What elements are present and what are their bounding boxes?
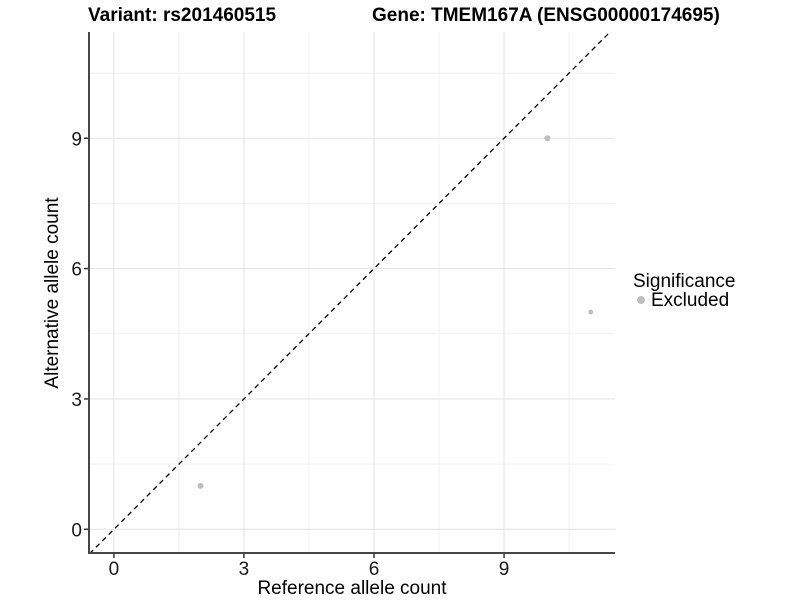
gridlines-major: [89, 32, 615, 553]
y-tick-labels: 0 3 6 9: [71, 129, 82, 541]
legend-title: Significance: [633, 271, 735, 292]
y-tick-label: 0: [71, 520, 82, 541]
plot-title-variant: Variant: rs201460515: [88, 5, 276, 26]
legend-item-label: Excluded: [651, 290, 729, 311]
data-point: [544, 135, 551, 142]
y-tick-label: 3: [71, 390, 82, 411]
x-tick-label: 0: [109, 559, 120, 580]
y-axis-title: Alternative allele count: [42, 197, 63, 389]
y-tick-label: 9: [71, 129, 82, 150]
legend: Significance Excluded: [633, 271, 735, 311]
data-points: [197, 135, 594, 489]
x-tick-label: 9: [499, 559, 510, 580]
x-tick-labels: 0 3 6 9: [109, 559, 510, 580]
x-tick-label: 6: [369, 559, 380, 580]
x-tick-label: 3: [239, 559, 250, 580]
x-axis-title: Reference allele count: [257, 578, 447, 599]
y-tick-label: 6: [71, 260, 82, 281]
data-point: [197, 482, 204, 489]
identity-dashed-line: [89, 32, 611, 553]
axis-lines: [88, 32, 615, 554]
plot-title-gene: Gene: TMEM167A (ENSG00000174695): [372, 5, 720, 26]
tick-marks: [84, 137, 505, 558]
gridlines-minor: [89, 32, 615, 553]
identity-line: [89, 32, 611, 553]
legend-key-circle-icon: [637, 296, 645, 304]
data-point: [588, 309, 594, 315]
